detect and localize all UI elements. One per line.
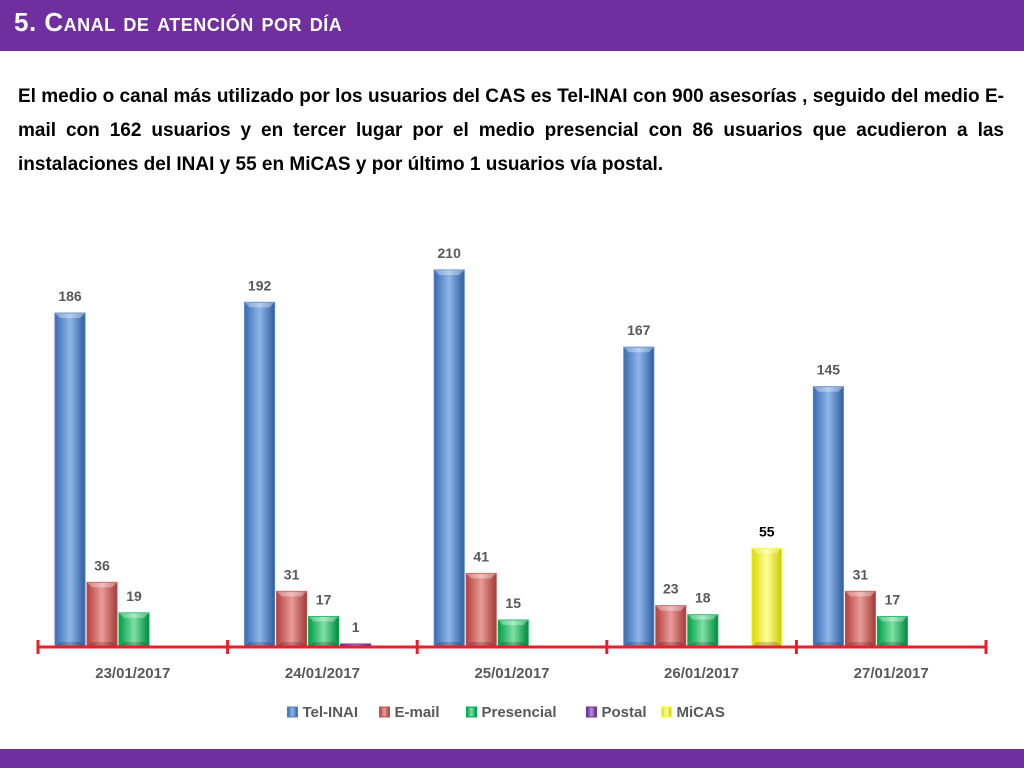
value-label-presencial-3: 15 <box>505 595 521 611</box>
bar-presencial-2 <box>308 615 340 648</box>
bar-tel-inai-3 <box>433 269 465 648</box>
value-label-e-mail-4: 23 <box>663 581 679 597</box>
bar-e-mail-4 <box>655 605 687 648</box>
value-label-tel-inai-1: 186 <box>58 288 82 304</box>
bar-e-mail-2 <box>276 590 308 648</box>
bar-presencial-3 <box>497 619 529 648</box>
legend-swatch <box>661 706 672 718</box>
bar-e-mail-3 <box>465 572 497 648</box>
legend-item-tel-inai: Tel-INAI <box>287 704 359 721</box>
title-bar <box>0 0 1024 51</box>
bar-presencial-5 <box>876 615 908 648</box>
bar-tel-inai-5 <box>812 386 844 648</box>
legend-item-micas: MiCAS <box>661 704 725 721</box>
legend-item-presencial: Presencial <box>466 704 557 721</box>
value-label-presencial-1: 19 <box>126 588 142 604</box>
bar-tel-inai-4 <box>623 346 655 648</box>
bar-micas-4 <box>751 547 783 648</box>
value-label-postal-2: 1 <box>352 619 360 635</box>
bar-presencial-4 <box>687 614 719 648</box>
value-label-tel-inai-5: 145 <box>817 362 841 378</box>
value-label-micas-4: 55 <box>759 523 775 539</box>
legend-swatch <box>287 706 298 718</box>
bar-e-mail-5 <box>844 590 876 648</box>
x-tick-label: 26/01/2017 <box>664 665 739 682</box>
legend-label: Presencial <box>482 704 557 721</box>
legend-swatch <box>586 706 597 718</box>
value-label-e-mail-3: 41 <box>473 548 489 564</box>
value-label-e-mail-1: 36 <box>94 557 110 573</box>
x-tick-label: 25/01/2017 <box>474 665 549 682</box>
chart-bars <box>54 269 908 648</box>
bar-e-mail-1 <box>86 581 118 648</box>
value-label-tel-inai-4: 167 <box>627 322 651 338</box>
summary-paragraph: El medio o canal más utilizado por los u… <box>18 86 1004 175</box>
value-label-tel-inai-2: 192 <box>248 277 272 293</box>
value-label-tel-inai-3: 210 <box>438 245 462 261</box>
value-label-presencial-4: 18 <box>695 590 711 606</box>
x-tick-label: 27/01/2017 <box>854 665 929 682</box>
footer-bar <box>0 749 1024 768</box>
x-tick-label: 23/01/2017 <box>95 665 170 682</box>
legend-swatch <box>466 706 477 718</box>
value-label-e-mail-2: 31 <box>284 566 300 582</box>
legend-label: Tel-INAI <box>303 704 359 721</box>
legend-item-e-mail: E-mail <box>379 704 440 721</box>
x-tick-label: 24/01/2017 <box>285 665 360 682</box>
legend-label: MiCAS <box>677 704 725 721</box>
x-axis: 23/01/2017 24/01/2017 25/01/2017 26/01/2017… <box>36 640 988 682</box>
bar-tel-inai-2 <box>244 301 276 648</box>
bar-tel-inai-1 <box>54 312 86 648</box>
legend-label: E-mail <box>395 704 440 721</box>
slide-title: 5. Canal de atención por día <box>14 7 343 37</box>
value-label-presencial-5: 17 <box>885 591 901 607</box>
legend-item-postal: Postal <box>586 704 647 721</box>
bar-presencial-1 <box>118 612 150 648</box>
legend-swatch <box>379 706 390 718</box>
value-label-presencial-2: 17 <box>316 591 332 607</box>
value-label-e-mail-5: 31 <box>853 566 869 582</box>
legend-label: Postal <box>602 704 647 721</box>
chart-value-labels: 186 36 19 192 31 17 1 210 41 15 167 23 18 55 145 31 17 <box>58 245 900 635</box>
chart-legend: Tel-INAI E-mail Presencial Postal MiCAS <box>287 704 725 721</box>
